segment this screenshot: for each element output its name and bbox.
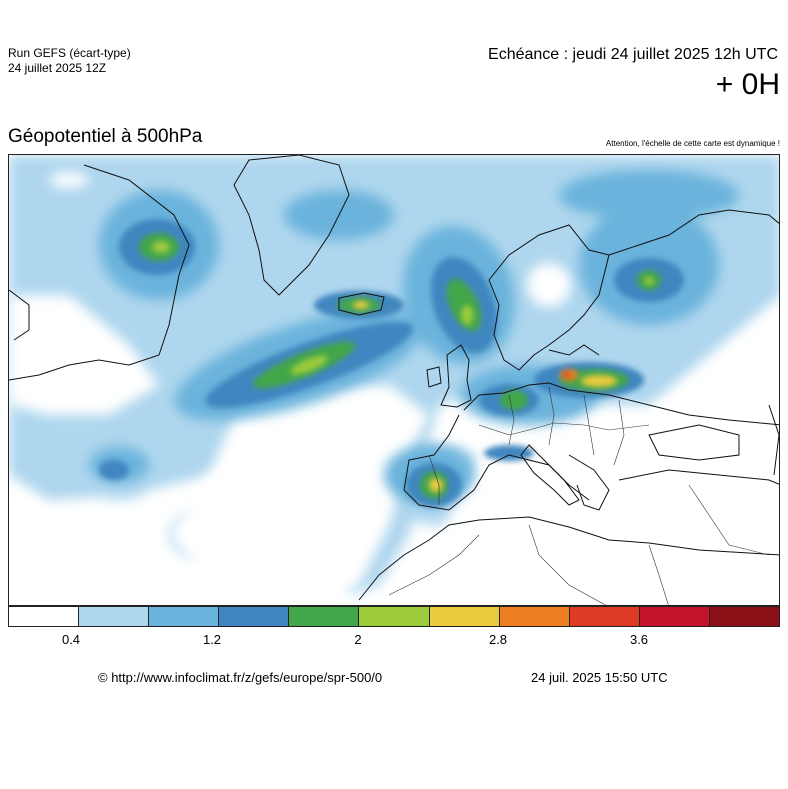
color-scale-cell-5: [359, 607, 430, 626]
forecast-map: [8, 154, 780, 606]
source-link[interactable]: © http://www.infoclimat.fr/z/gefs/europe…: [98, 670, 383, 685]
dynamic-scale-warning: Attention, l'échelle de cette carte est …: [605, 139, 780, 148]
color-scale-cell-0: [9, 607, 80, 626]
color-scale-cell-2: [149, 607, 220, 626]
run-date: 24 juillet 2025 12Z: [8, 61, 107, 75]
generation-timestamp: 24 juil. 2025 15:50 UTC: [531, 670, 668, 685]
color-scale-cell-7: [499, 607, 570, 626]
run-title: Run GEFS (écart-type): [8, 46, 131, 60]
color-scale-cell-9: [639, 607, 710, 626]
color-scale-cell-8: [569, 607, 640, 626]
forecast-valid-time: Echéance : jeudi 24 juillet 2025 12h UTC: [488, 46, 778, 63]
coastlines: [9, 155, 779, 601]
parameter-title: Géopotentiel à 500hPa: [8, 126, 203, 147]
color-scale-cell-10: [709, 607, 780, 626]
color-scale-cell-4: [289, 607, 360, 626]
color-scale-cell-1: [79, 607, 150, 626]
color-scale: [8, 606, 780, 627]
scale-tick-label: 2: [354, 632, 362, 647]
color-scale-cell-6: [429, 607, 500, 626]
country-borders: [388, 386, 770, 605]
scale-tick-label: 2.8: [488, 632, 508, 647]
lead-time: + 0H: [715, 68, 780, 101]
color-scale-cell-3: [219, 607, 290, 626]
scale-tick-label: 0.4: [61, 632, 81, 647]
scale-tick-label: 3.6: [629, 632, 649, 647]
spread-field-peak: [152, 241, 654, 492]
scale-tick-label: 1.2: [202, 632, 222, 647]
